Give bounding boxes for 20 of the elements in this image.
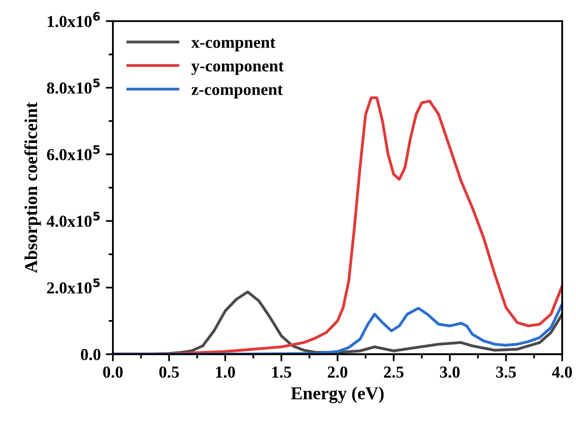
x-tick-label: 3.5 xyxy=(496,366,516,378)
y-tick-label: 8.0x10$^{5}$ xyxy=(46,78,100,94)
x-tick-label: 2.5 xyxy=(384,366,404,378)
y-axis-title: Absorption coefficeint xyxy=(24,102,41,273)
y-tick-label: 0.0 xyxy=(80,348,100,360)
legend-label: z-component xyxy=(192,86,283,98)
y-tick-label: 1.0x10$^{6}$ xyxy=(48,12,100,28)
legend-label: x-compnent xyxy=(191,38,276,52)
y-tick-label: 6.0x10$^{5}$ xyxy=(46,145,100,160)
x-tick-label: 2.0 xyxy=(328,366,348,378)
x-tick-label: 3.0 xyxy=(440,366,460,378)
x-tick-label: 0.5 xyxy=(159,366,179,378)
x-tick-label: 1.5 xyxy=(272,366,292,378)
legend-label: y-component xyxy=(191,62,284,75)
x-tick-label: 4.0 xyxy=(552,366,572,378)
y-tick-label: 2.0x10$^{5}$ xyxy=(47,278,100,294)
x-tick-label: 0.0 xyxy=(103,366,123,378)
y-tick-label: 4.0x10$^{5}$ xyxy=(46,212,100,227)
x-tick-label: 1.0 xyxy=(216,366,235,378)
x-axis-title: Energy (eV) xyxy=(290,386,384,404)
